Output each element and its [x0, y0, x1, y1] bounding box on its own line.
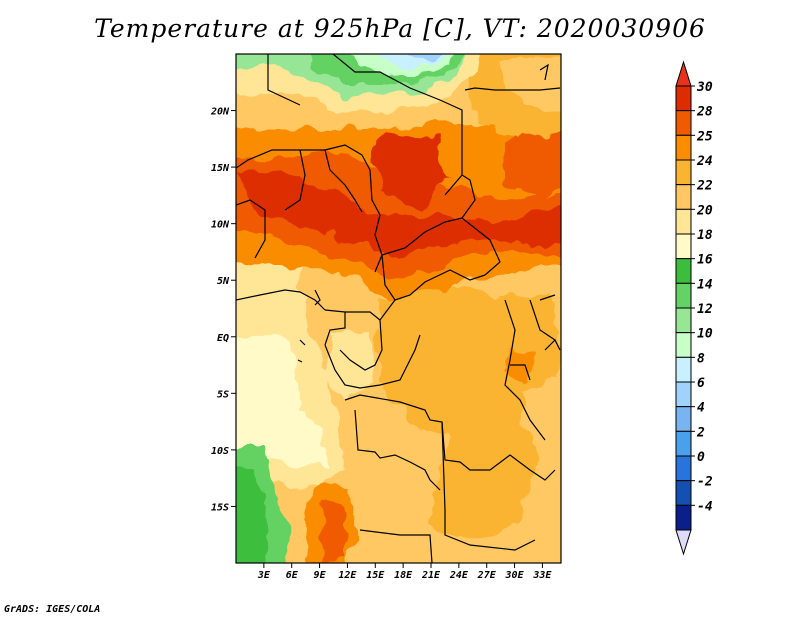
- colorbar-swatch: [675, 233, 692, 260]
- colorbar-swatch: [675, 455, 692, 482]
- lon-tick-label: 6E: [286, 570, 299, 581]
- lat-tick-label: 10N: [211, 220, 230, 231]
- colorbar-swatch: [675, 258, 692, 284]
- lon-tick-label: 30E: [505, 570, 525, 581]
- lon-tick-label: 27E: [477, 570, 497, 581]
- lon-tick-label: 24E: [449, 570, 469, 581]
- lat-tick-label: 5N: [217, 276, 230, 287]
- lon-tick-label: 15E: [366, 570, 385, 581]
- colorbar-label: 16: [697, 253, 713, 268]
- colorbar-label: 8: [697, 351, 705, 366]
- colorbar-label: 24: [696, 154, 713, 169]
- colorbar-swatch: [675, 356, 692, 383]
- lon-tick-label: 21E: [421, 570, 441, 581]
- lat-tick-label: EQ: [217, 333, 229, 344]
- colorbar-swatch: [675, 406, 692, 432]
- colorbar-label: 30: [696, 80, 713, 95]
- lat-tick-label: 5S: [217, 389, 229, 400]
- country-borders: [236, 54, 561, 563]
- colorbar-label: 25: [696, 129, 713, 144]
- temperature-field: [236, 54, 561, 563]
- colorbar-label: 4: [697, 401, 705, 416]
- colorbar-label: 14: [697, 277, 713, 292]
- colorbar-swatch: [675, 85, 692, 112]
- lon-tick-label: 12E: [338, 570, 357, 581]
- colorbar-label: 18: [697, 228, 713, 243]
- lat-tick-label: 15N: [211, 163, 230, 174]
- latitude-axis: 20N 15N 10N 5N EQ 5S 10S 15S: [210, 107, 236, 513]
- colorbar-label: 6: [697, 376, 705, 391]
- colorbar-swatch: [675, 480, 692, 506]
- colorbar-swatch: [675, 332, 692, 358]
- colorbar-top-arrow: [675, 60, 692, 87]
- colorbar-swatch: [675, 430, 692, 457]
- lat-tick-label: 10S: [211, 446, 229, 457]
- footer-credit: GrADS: IGES/COLA: [4, 604, 101, 615]
- lon-tick-label: 9E: [314, 570, 327, 581]
- lat-tick-label: 20N: [210, 107, 230, 118]
- colorbar-swatch: [675, 159, 692, 186]
- colorbar-label: 12: [697, 302, 713, 317]
- map-frame: [235, 53, 562, 564]
- colorbar-swatch: [675, 504, 692, 531]
- lon-tick-label: 18E: [394, 570, 413, 581]
- colorbar-label: 28: [696, 105, 713, 120]
- colorbar-label: 20: [696, 203, 713, 218]
- colorbar-label: 0: [697, 450, 705, 465]
- colorbar-label: 22: [696, 179, 713, 194]
- colorbar-swatch: [675, 307, 692, 334]
- colorbar-swatch: [675, 110, 692, 136]
- colorbar-label: -2: [697, 475, 713, 490]
- colorbar-label: 10: [697, 327, 713, 342]
- colorbar-bottom-arrow: [675, 529, 692, 556]
- map-title: Temperature at 925hPa [C], VT: 202003090…: [94, 14, 706, 43]
- lon-tick-label: 3E: [257, 570, 271, 581]
- colorbar-swatch: [675, 208, 692, 235]
- colorbar-swatch: [675, 282, 692, 309]
- colorbar-swatch: [675, 184, 692, 210]
- longitude-axis: 3E 6E 9E 12E 15E 18E 21E 24E 27E 30E 33E: [257, 563, 552, 581]
- lat-tick-label: 15S: [211, 502, 229, 513]
- colorbar-label: 2: [696, 425, 705, 440]
- colorbar-swatch: [675, 381, 692, 408]
- colorbar-swatch: [675, 134, 692, 161]
- colorbar-label: -4: [697, 499, 713, 514]
- lon-tick-label: 33E: [532, 570, 552, 581]
